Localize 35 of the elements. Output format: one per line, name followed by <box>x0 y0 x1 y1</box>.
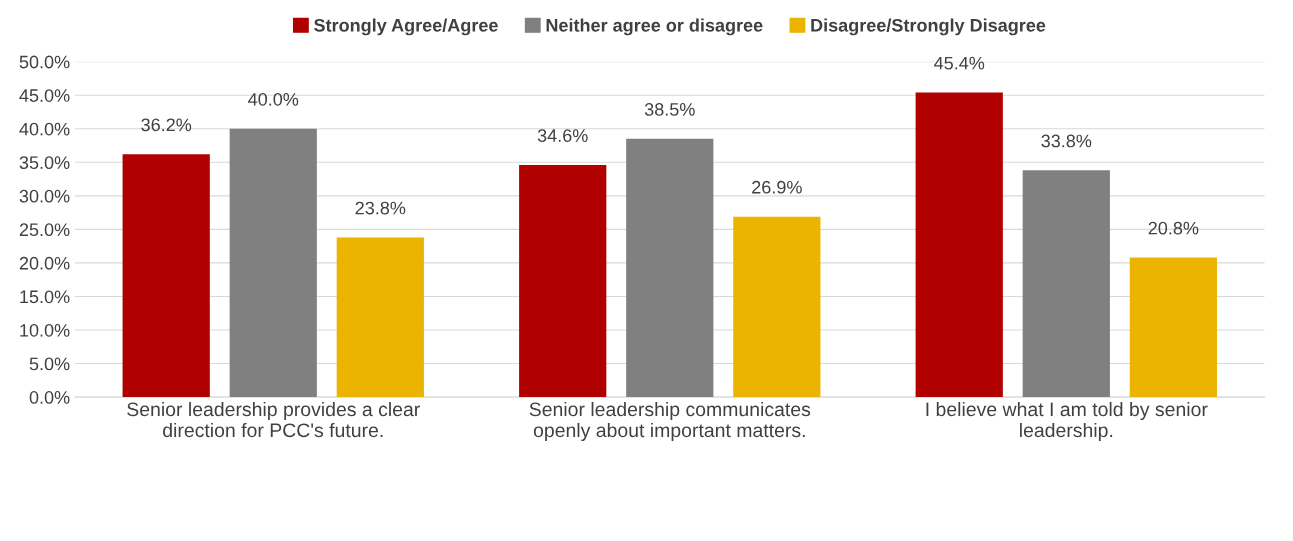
data-label: 26.9% <box>752 180 802 194</box>
data-label: 23.8% <box>355 201 406 215</box>
y-tick-label: 0.0% <box>29 391 70 404</box>
legend-label: Neither agree or disagree <box>546 18 763 36</box>
x-tick-label: Senior leadership communicates openly about important matters. <box>529 401 811 442</box>
bar <box>1129 257 1217 398</box>
y-tick-label: 20.0% <box>19 256 70 270</box>
bar <box>626 138 714 398</box>
bar <box>1022 170 1110 398</box>
bar <box>122 154 210 398</box>
data-label: 36.2% <box>141 118 192 132</box>
x-tick-label: I believe what I am told by senior leadership. <box>926 401 1208 442</box>
bar <box>519 164 607 398</box>
bar <box>733 216 821 398</box>
bar <box>915 92 1003 398</box>
legend-label: Strongly Agree/Agree <box>314 18 498 36</box>
bar <box>229 128 317 398</box>
data-label: 20.8% <box>1148 221 1199 235</box>
y-tick-label: 5.0% <box>29 357 70 371</box>
bar <box>336 237 424 398</box>
y-tick-label: 30.0% <box>19 189 70 203</box>
data-label: 34.6% <box>537 129 588 142</box>
y-tick-label: 10.0% <box>20 323 70 337</box>
data-label: 38.5% <box>644 103 695 116</box>
y-tick-label: 50.0% <box>19 55 70 69</box>
legend-label: Disagree/Strongly Disagree <box>811 18 1046 36</box>
x-tick-label: Senior leadership provides a clear direction for PCC's future. <box>127 401 420 438</box>
y-tick-label: 35.0% <box>19 156 70 170</box>
y-tick-label: 40.0% <box>19 122 70 136</box>
data-label: 45.4% <box>934 56 985 70</box>
y-tick-label: 45.0% <box>19 89 70 102</box>
y-tick-label: 15.0% <box>20 290 70 304</box>
y-tick-label: 25.0% <box>19 223 70 237</box>
data-label: 40.0% <box>248 92 299 106</box>
data-label: 33.8% <box>1041 134 1092 148</box>
